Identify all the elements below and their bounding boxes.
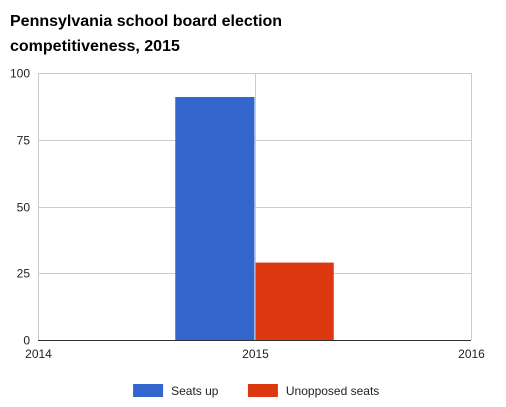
gridlines bbox=[38, 73, 472, 340]
bar-unopposed-seats bbox=[255, 262, 334, 340]
bars bbox=[175, 97, 334, 340]
chart-title-line-1: Pennsylvania school board election bbox=[10, 13, 282, 30]
legend-swatch bbox=[133, 384, 164, 397]
legend: Seats up Unopposed seats bbox=[133, 384, 379, 398]
legend-swatch bbox=[247, 384, 278, 397]
legend-label: Seats up bbox=[171, 384, 219, 398]
x-tick-label: 2015 bbox=[242, 347, 269, 361]
axes: 0 25 50 75 100 2014 2015 2016 bbox=[10, 67, 485, 362]
y-tick-label: 50 bbox=[17, 201, 31, 215]
x-tick-label: 2016 bbox=[458, 347, 485, 361]
y-tick-label: 75 bbox=[17, 134, 31, 148]
legend-label: Unopposed seats bbox=[286, 384, 379, 398]
y-tick-label: 25 bbox=[17, 267, 31, 281]
chart-title-line-2: competitiveness, 2015 bbox=[10, 38, 180, 55]
bar-seats-up bbox=[175, 97, 255, 340]
x-tick-label: 2014 bbox=[25, 347, 52, 361]
y-tick-label: 0 bbox=[23, 334, 30, 348]
y-tick-label: 100 bbox=[10, 67, 30, 81]
